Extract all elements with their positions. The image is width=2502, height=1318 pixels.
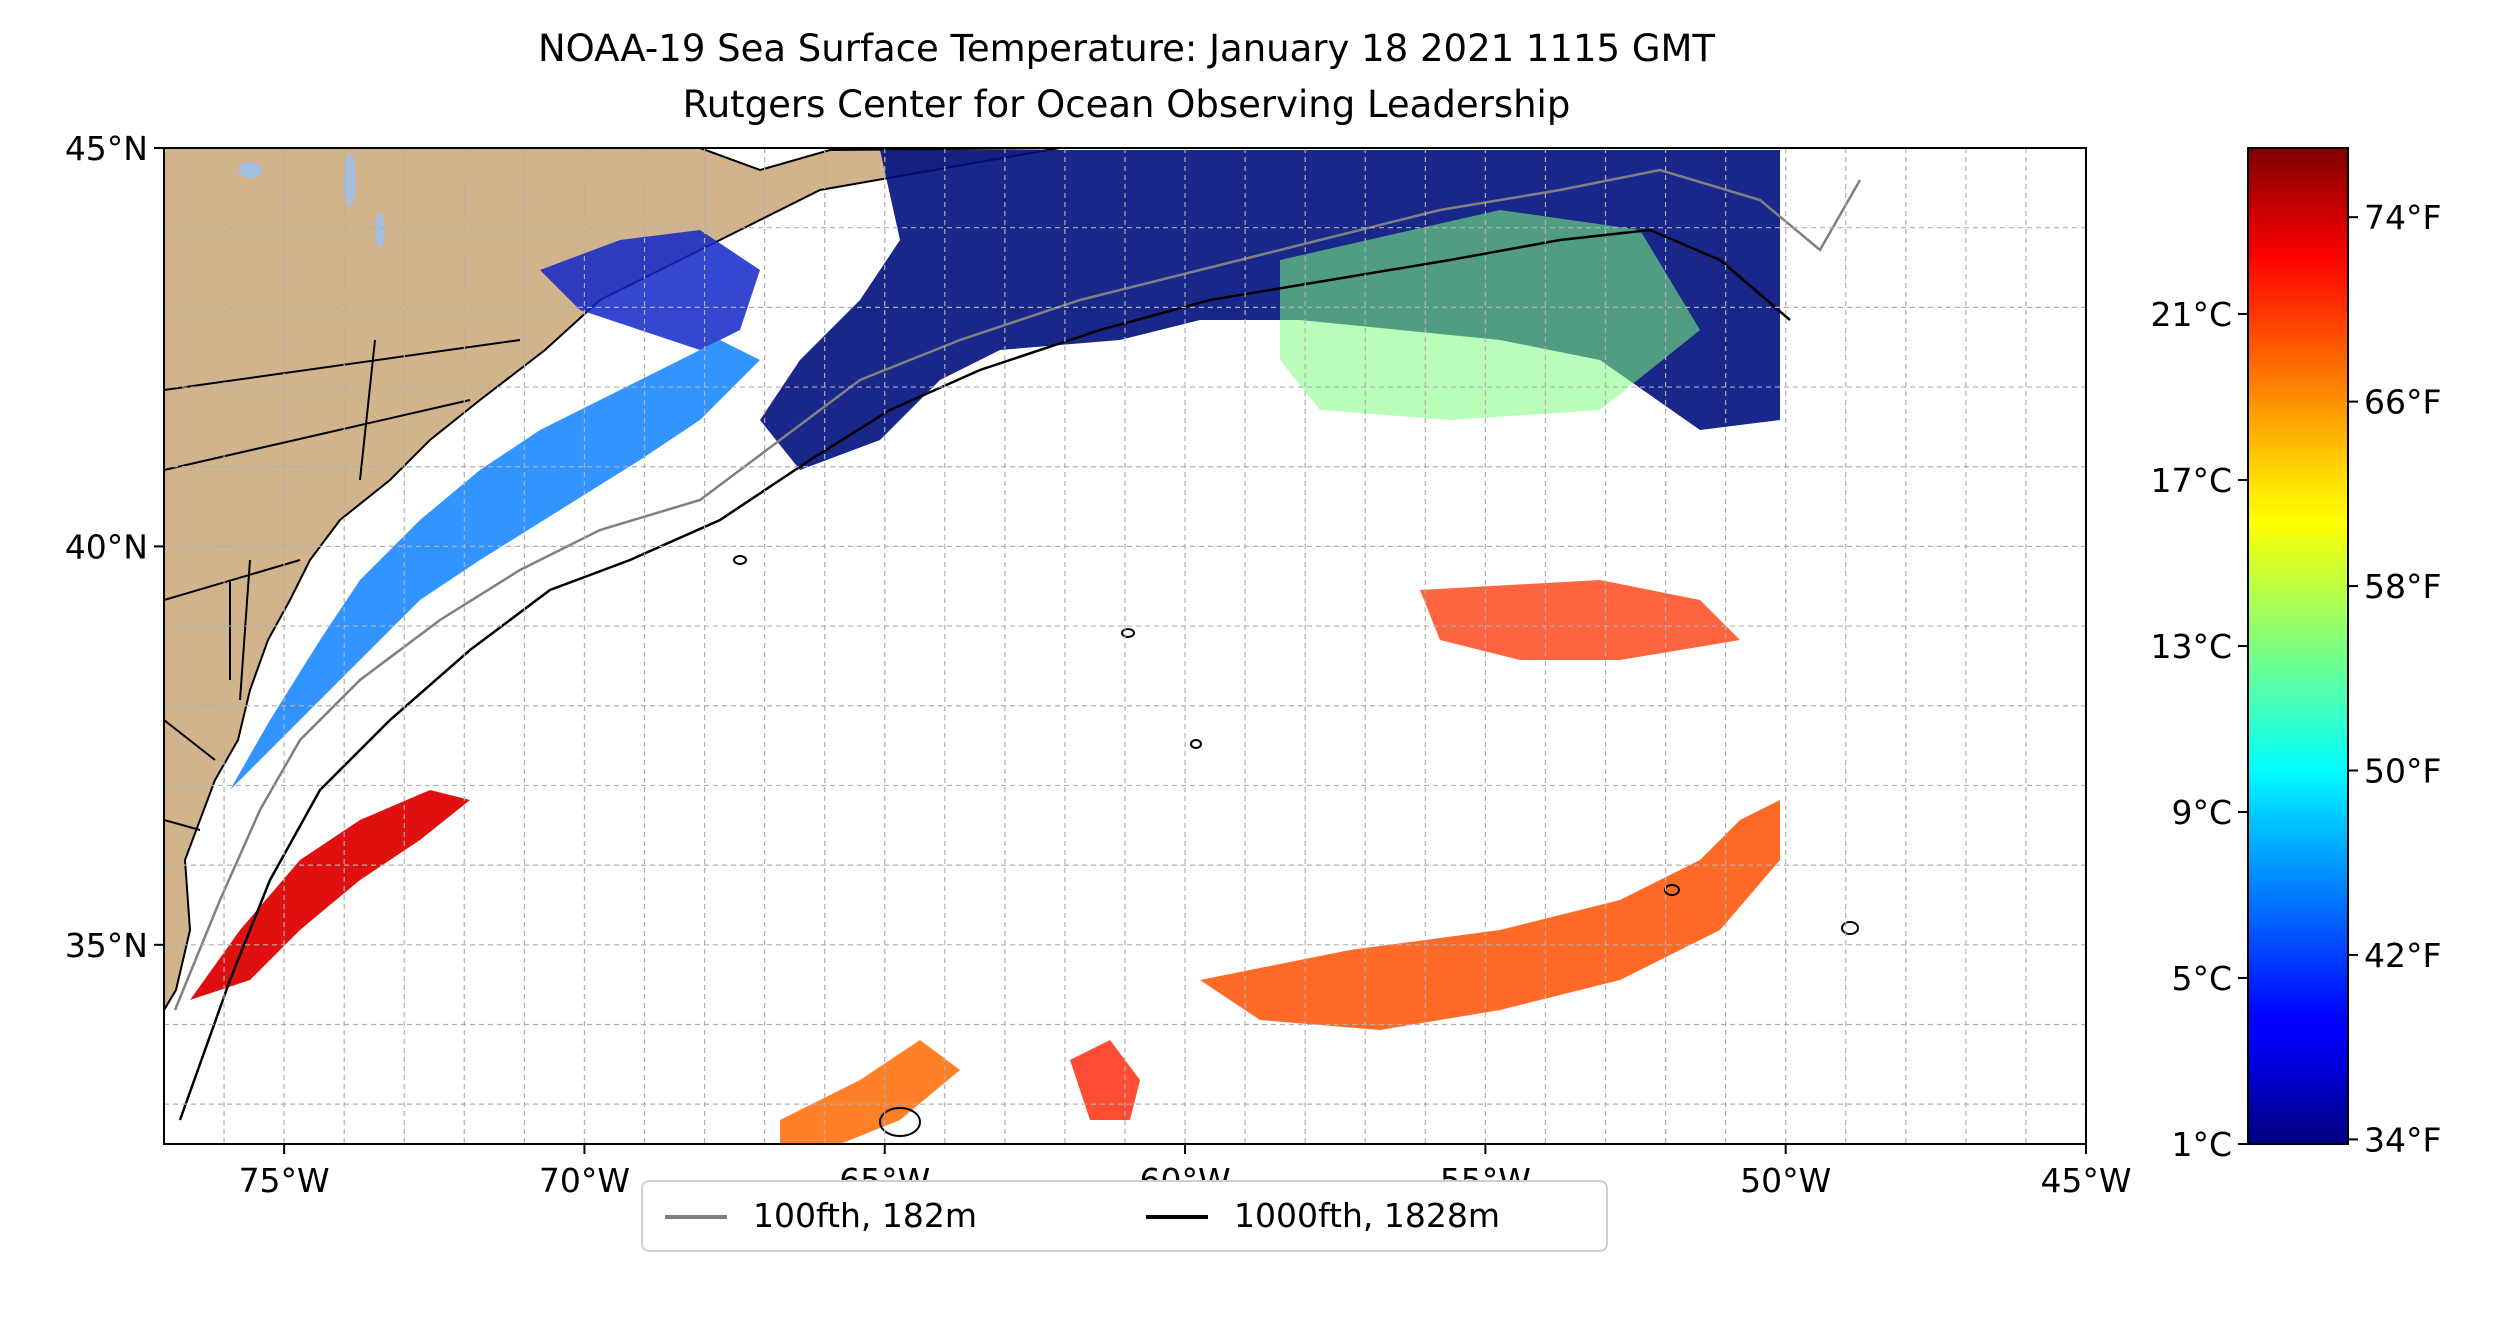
sst-gulf-stream-core xyxy=(190,790,470,1000)
legend-label: 1000fth, 1828m xyxy=(1234,1196,1500,1235)
sst-south-patch xyxy=(780,1040,960,1144)
map-title: NOAA-19 Sea Surface Temperature: January… xyxy=(537,27,1716,70)
state-boundaries xyxy=(164,339,521,831)
legend-label: 100fth, 182m xyxy=(753,1196,977,1235)
sst-central-south-patch xyxy=(1070,1040,1140,1120)
colorbar-label-f: 34°F xyxy=(2364,1120,2441,1159)
colorbar-label-f: 50°F xyxy=(2364,752,2441,791)
colorbar-label-f: 74°F xyxy=(2364,198,2441,237)
map-frame xyxy=(163,147,2087,1145)
isobath-100fth xyxy=(173,168,1862,1011)
legend-line-black xyxy=(1146,1215,1208,1219)
colorbar-label-f: 58°F xyxy=(2364,567,2441,606)
sst-warm-patch-north xyxy=(1280,210,1700,420)
colorbar-label-c: 17°C xyxy=(2150,461,2232,500)
isobath-legend: 100fth, 182m 1000fth, 1828m xyxy=(641,1180,1608,1252)
lat-tick-label: 45°N xyxy=(65,129,148,168)
map-subtitle: Rutgers Center for Ocean Observing Leade… xyxy=(682,83,1571,126)
sst-mid-atlantic-shelf xyxy=(230,340,760,790)
colorbar-label-f: 42°F xyxy=(2364,936,2441,975)
colorbar xyxy=(2247,147,2349,1145)
colorbar-ticks: 34°F 42°F 50°F 58°F 66°F 74°F 1°C 5°C 9°C 13°C 17°… xyxy=(2150,198,2441,1164)
colorbar-label-c: 5°C xyxy=(2171,959,2232,998)
lat-tick-label: 40°N xyxy=(65,527,148,566)
lat-tick-label: 35°N xyxy=(65,926,148,965)
lon-tick-label: 50°W xyxy=(1740,1161,1831,1200)
lon-tick-label: 70°W xyxy=(539,1161,630,1200)
colorbar-label-c: 13°C xyxy=(2150,627,2232,666)
lon-tick-label: 45°W xyxy=(2040,1161,2131,1200)
sst-southern-warm-band xyxy=(1200,800,1780,1030)
colorbar-label-f: 66°F xyxy=(2364,383,2441,422)
legend-line-gray xyxy=(665,1215,727,1219)
lakes xyxy=(238,154,385,248)
colorbar-label-c: 21°C xyxy=(2150,295,2232,334)
seamount-contours xyxy=(733,555,1859,1137)
colorbar-label-c: 9°C xyxy=(2171,793,2232,832)
isobath-1000fth xyxy=(178,228,1791,1121)
sst-sargasso-patch xyxy=(1420,580,1740,660)
colorbar-label-c: 1°C xyxy=(2171,1125,2232,1164)
lon-tick-label: 75°W xyxy=(239,1161,330,1200)
